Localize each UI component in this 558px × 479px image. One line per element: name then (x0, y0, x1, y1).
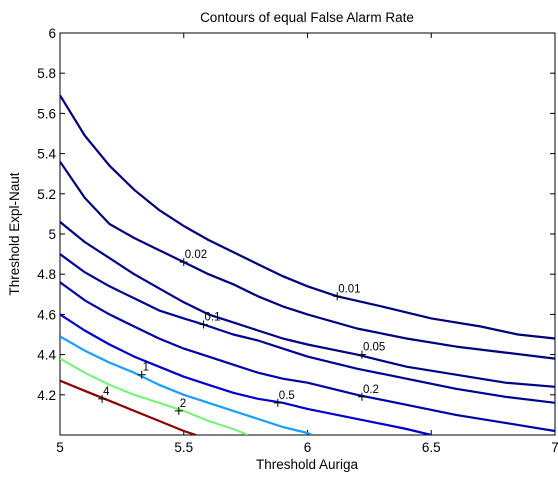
contour-label: 0.05 (363, 342, 385, 354)
contour-label: 0.02 (185, 249, 207, 261)
x-tick-label: 7 (551, 440, 558, 455)
y-tick-label: 5.2 (37, 187, 56, 202)
contour-label: 0.5 (279, 390, 295, 402)
y-axis-title: Threshold Expl-Naut (7, 172, 22, 295)
axis-ticks: 5 5.5 6 6.5 7 4.2 4.4 4.6 4.8 5 5.2 5.4 5.6 5.8 6 (37, 26, 558, 455)
contour-label: 2 (180, 398, 186, 410)
y-tick-label: 5.6 (37, 106, 56, 121)
y-tick-label: 4.4 (37, 348, 56, 363)
contour-line (60, 335, 313, 435)
contour-line (60, 221, 555, 388)
contour-label-marker (174, 406, 183, 415)
y-tick-label: 5 (48, 227, 56, 242)
contour-label-marker (273, 398, 282, 407)
contour-label-marker (137, 370, 146, 379)
y-tick-label: 4.8 (37, 267, 56, 282)
x-tick-label: 5 (56, 440, 64, 455)
contour-label-marker (333, 292, 342, 301)
contour-line (60, 313, 432, 435)
contour-label-marker (199, 320, 208, 329)
contour-label-marker (98, 394, 107, 403)
y-tick-label: 4.6 (37, 307, 56, 322)
plot-area (59, 32, 556, 436)
contour-lines (60, 94, 555, 435)
contour-label: 1 (143, 362, 149, 374)
contour-line (60, 379, 197, 435)
contour-line (60, 281, 555, 433)
x-tick-label: 6.5 (422, 440, 441, 455)
contour-line (60, 160, 555, 360)
x-axis-title: Threshold Auriga (256, 457, 359, 472)
chart-title: Contours of equal False Alarm Rate (200, 10, 414, 25)
x-tick-label: 5.5 (174, 440, 193, 455)
y-tick-label: 6 (48, 26, 56, 41)
contour-label: 4 (103, 386, 110, 398)
y-tick-label: 5.4 (37, 147, 56, 162)
y-tick-label: 5.8 (37, 66, 56, 81)
contour-line (60, 357, 249, 435)
contour-label-marker (179, 258, 188, 267)
contour-label-marker (357, 350, 366, 359)
x-tick-label: 6 (304, 440, 312, 455)
y-tick-label: 4.2 (37, 388, 56, 403)
contour-line (60, 94, 555, 340)
contour-labels: 0.01 0.02 0.05 0.1 0.2 0.5 1 2 4 (98, 249, 385, 415)
contour-line (60, 253, 555, 404)
contour-label: 0.1 (205, 311, 221, 323)
contour-label: 0.01 (338, 283, 360, 295)
contour-label-marker (357, 392, 366, 401)
contour-label: 0.2 (363, 384, 379, 396)
